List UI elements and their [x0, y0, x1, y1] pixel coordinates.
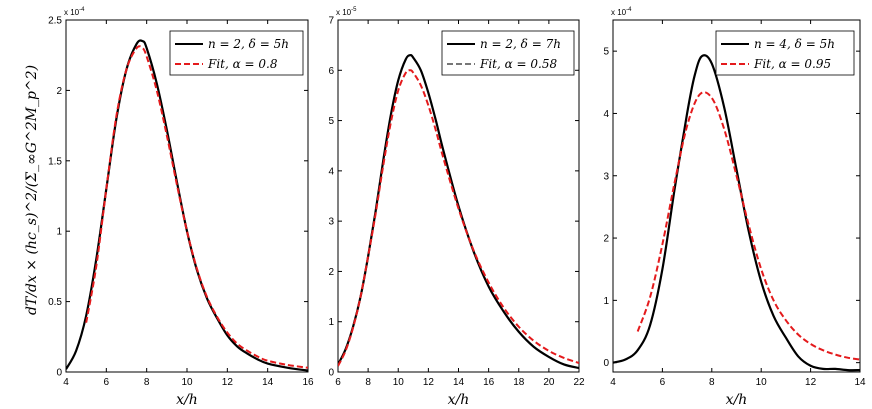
x-tick-label: 4 — [63, 377, 69, 388]
y-axis-label: dT/dx × (hc_s)^2/(Σ_∞G^2M_p^2) — [24, 65, 40, 315]
y-tick-label: 0.5 — [48, 297, 62, 308]
y-tick-label: 2.5 — [48, 16, 62, 27]
y-tick-label: 3 — [328, 217, 334, 228]
y-tick-label: 0 — [328, 368, 334, 379]
x-tick-label: 12 — [222, 377, 234, 388]
x-tick-label: 8 — [709, 377, 715, 388]
y-tick-label: 1.5 — [48, 156, 62, 167]
x-axis-label: x/h — [176, 392, 198, 408]
series-line-fit — [338, 69, 579, 367]
legend-label: n = 2, δ = 7h — [480, 37, 561, 51]
x-axis-label: x/h — [726, 392, 748, 408]
y-tick-label: 0 — [56, 368, 62, 379]
x-tick-label: 6 — [104, 377, 110, 388]
y-tick-label: 4 — [603, 109, 609, 120]
x-tick-label: 8 — [365, 377, 371, 388]
legend-box — [169, 30, 304, 76]
x-tick-label: 18 — [513, 377, 525, 388]
x-tick-label: 20 — [543, 377, 555, 388]
x-tick-label: 6 — [660, 377, 666, 388]
x-tick-label: 14 — [854, 377, 866, 388]
y-tick-label: 5 — [328, 116, 334, 127]
x-tick-label: 12 — [423, 377, 435, 388]
x-tick-label: 10 — [181, 377, 193, 388]
x-tick-label: 6 — [335, 377, 341, 388]
y-tick-label: 6 — [328, 66, 334, 77]
x-tick-label: 16 — [483, 377, 495, 388]
x-tick-label: 10 — [756, 377, 768, 388]
y-exponent-label: x 10-4 — [611, 7, 632, 17]
series-line-data — [613, 54, 860, 372]
y-tick-label: 1 — [328, 317, 334, 328]
x-tick-label: 14 — [453, 377, 465, 388]
x-axis-label: x/h — [448, 392, 470, 408]
y-tick-label: 2 — [56, 86, 62, 97]
series-line-data — [66, 39, 308, 372]
y-exponent-label: x 10-5 — [336, 7, 357, 17]
plot-frame — [612, 19, 861, 373]
legend-label: Fit, α = 0.95 — [753, 57, 831, 71]
legend-label: n = 2, δ = 5h — [208, 37, 289, 51]
series-line-data — [338, 54, 579, 370]
series-line-fit — [636, 91, 860, 361]
series-line-fit — [85, 45, 308, 369]
y-tick-label: 2 — [328, 267, 334, 278]
y-tick-label: 5 — [603, 47, 609, 58]
y-tick-label: 4 — [328, 166, 334, 177]
legend-label: Fit, α = 0.58 — [479, 57, 557, 71]
x-tick-label: 14 — [262, 377, 274, 388]
x-tick-label: 22 — [573, 377, 585, 388]
y-tick-label: 7 — [328, 16, 334, 27]
legend-label: Fit, α = 0.8 — [207, 57, 278, 71]
legend-box — [441, 30, 575, 76]
y-tick-label: 1 — [56, 227, 62, 238]
x-tick-label: 4 — [610, 377, 616, 388]
legend-box — [715, 30, 855, 76]
y-tick-label: 0 — [603, 358, 609, 369]
y-tick-label: 1 — [603, 296, 609, 307]
y-tick-label: 3 — [603, 171, 609, 182]
y-tick-label: 2 — [603, 234, 609, 245]
x-tick-label: 12 — [805, 377, 817, 388]
x-tick-label: 10 — [393, 377, 405, 388]
y-exponent-label: x 10-4 — [64, 7, 85, 17]
legend-label: n = 4, δ = 5h — [754, 37, 835, 51]
chart-panel-1: 4 6 8 10 12 14 16 0 0.5 1 1.5 2 2.5x 10-4 x/h n = 2, δ… — [48, 7, 314, 408]
x-tick-label: 16 — [302, 377, 314, 388]
x-tick-label: 8 — [144, 377, 150, 388]
